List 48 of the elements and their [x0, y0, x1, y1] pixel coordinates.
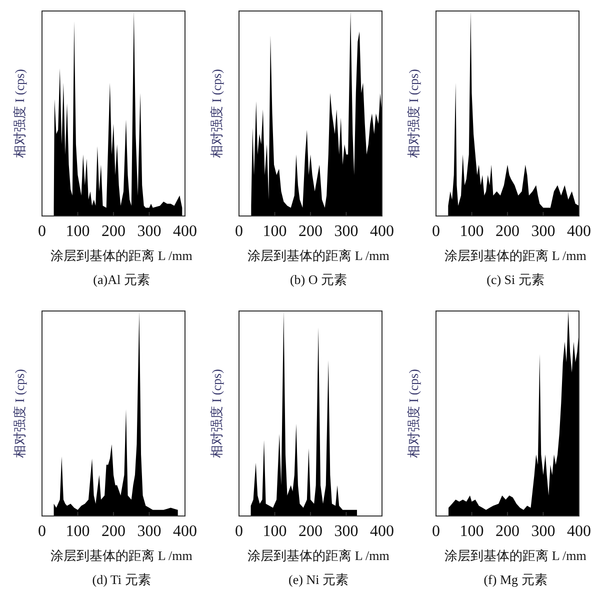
y-axis-title: 相对强度 I (cps): [406, 369, 421, 458]
x-tick-label: 400: [567, 523, 591, 540]
x-tick-label: 0: [38, 223, 46, 240]
x-tick-label: 400: [370, 223, 394, 240]
y-axis-title: 相对强度 I (cps): [406, 69, 421, 158]
x-tick-label: 200: [298, 223, 322, 240]
x-tick-label: 200: [496, 523, 520, 540]
x-tick-label: 100: [262, 523, 287, 540]
x-tick-label: 100: [460, 523, 484, 540]
x-tick-label: 300: [137, 523, 162, 540]
x-tick-label: 400: [567, 223, 591, 240]
y-axis-title: 相对强度 I (cps): [12, 69, 27, 158]
x-tick-label: 200: [298, 523, 322, 540]
x-tick-label: 200: [102, 223, 126, 240]
x-tick-label: 400: [173, 523, 197, 540]
text: (e) Ni 元素: [288, 572, 348, 587]
x-tick-label: 100: [262, 223, 287, 240]
x-tick-label: 0: [432, 223, 440, 240]
x-tick-label: 0: [235, 523, 243, 540]
x-tick-label: 300: [334, 223, 358, 240]
x-axis-title: 涂层到基体的距离 L /mm: [50, 548, 192, 563]
x-tick-label: 400: [173, 223, 197, 240]
y-axis-title: 相对强度 I (cps): [209, 369, 224, 458]
x-axis-title: 涂层到基体的距离 L /mm: [444, 248, 586, 263]
x-tick-label: 0: [38, 523, 46, 540]
x-tick-label: 300: [531, 223, 556, 240]
y-axis-title: 相对强度 I (cps): [209, 69, 224, 158]
x-tick-label: 400: [370, 523, 394, 540]
x-tick-label: 200: [496, 223, 520, 240]
x-tick-label: 300: [531, 523, 556, 540]
x-tick-label: 300: [334, 523, 358, 540]
x-tick-label: 200: [102, 523, 126, 540]
x-tick-label: 100: [66, 223, 90, 240]
x-axis-title: 涂层到基体的距离 L /mm: [248, 548, 390, 563]
text: (b) O 元素: [290, 272, 348, 287]
text: (d) Ti 元素: [92, 572, 151, 587]
text: (f) Mg 元素: [484, 572, 548, 587]
x-tick-label: 100: [66, 523, 90, 540]
x-tick-label: 100: [460, 223, 484, 240]
text: (c) Si 元素: [486, 272, 544, 287]
x-tick-label: 0: [432, 523, 440, 540]
x-tick-label: 0: [235, 223, 243, 240]
x-tick-label: 300: [137, 223, 162, 240]
y-axis-title: 相对强度 I (cps): [12, 369, 27, 458]
x-axis-title: 涂层到基体的距离 L /mm: [444, 548, 586, 563]
x-axis-title: 涂层到基体的距离 L /mm: [248, 248, 390, 263]
text: (a)Al 元素: [93, 272, 150, 287]
x-axis-title: 涂层到基体的距离 L /mm: [50, 248, 192, 263]
